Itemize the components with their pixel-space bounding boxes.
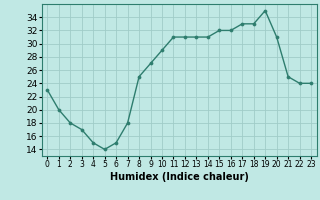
X-axis label: Humidex (Indice chaleur): Humidex (Indice chaleur): [110, 172, 249, 182]
